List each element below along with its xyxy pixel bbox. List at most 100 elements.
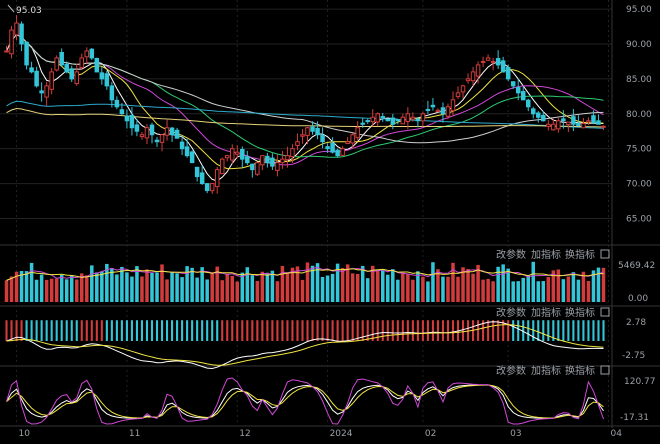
candle-body xyxy=(520,91,526,101)
volume-axis: 5469.42 0.00 xyxy=(618,261,655,304)
candle-body xyxy=(515,87,521,94)
volume-bar xyxy=(476,264,480,302)
osc-add-indicator-button[interactable]: 加指标 xyxy=(531,364,561,377)
volume-tick-zero: 0.00 xyxy=(628,294,648,304)
volume-bar xyxy=(421,276,425,302)
volume-moving-averages xyxy=(6,266,604,281)
price-tick-label: 95.00 xyxy=(626,5,652,15)
candle-body xyxy=(335,149,340,157)
volume-bar xyxy=(44,279,49,302)
macd-params-button[interactable]: 改参数 xyxy=(496,306,526,319)
volume-bar xyxy=(486,278,490,302)
candle-body xyxy=(556,120,561,130)
macd-panel-close-icon[interactable] xyxy=(600,307,610,317)
volume-bar xyxy=(340,267,345,302)
volume-bar xyxy=(215,266,219,302)
candle-body xyxy=(430,104,436,108)
candle-body xyxy=(485,57,491,61)
candle-body xyxy=(340,148,345,156)
candle-body xyxy=(99,72,105,80)
volume-params-button[interactable]: 改参数 xyxy=(496,248,526,261)
high-marker: 95.03 xyxy=(7,4,42,16)
candle-body xyxy=(531,108,536,115)
price-tick-label: 85.00 xyxy=(626,75,652,85)
volume-bar xyxy=(160,264,164,302)
volume-bar xyxy=(240,272,245,302)
volume-toolbar: 改参数 加指标 换指标 xyxy=(496,248,610,261)
volume-bar xyxy=(49,278,54,302)
volume-bar xyxy=(571,272,576,302)
candle-body xyxy=(29,67,34,73)
volume-tick-high: 5469.42 xyxy=(618,261,655,271)
candle-body xyxy=(199,172,205,185)
volume-bar xyxy=(526,275,530,302)
candle-body xyxy=(260,155,265,166)
macd-switch-indicator-button[interactable]: 换指标 xyxy=(565,306,595,319)
macd-add-indicator-button[interactable]: 加指标 xyxy=(531,306,561,319)
volume-bar xyxy=(431,262,435,302)
candle-body xyxy=(270,157,275,167)
volume-bar xyxy=(19,271,24,302)
candle-body xyxy=(561,118,566,122)
volume-bar xyxy=(120,266,124,302)
osc-panel-close-icon[interactable] xyxy=(600,365,610,375)
volume-bar xyxy=(195,277,199,302)
time-tick-label: 10 xyxy=(19,429,31,439)
volume-bar xyxy=(591,270,596,302)
candle-body xyxy=(129,115,135,129)
volume-bar xyxy=(345,264,350,302)
volume-bar xyxy=(230,275,235,302)
volume-bar xyxy=(145,269,149,302)
volume-bar xyxy=(175,273,179,302)
volume-bar xyxy=(270,270,275,302)
volume-bar xyxy=(310,265,315,302)
volume-bar xyxy=(205,279,209,302)
candle-body xyxy=(59,52,64,66)
osc-params-button[interactable]: 改参数 xyxy=(496,364,526,377)
volume-bar xyxy=(320,277,325,302)
volume-bar xyxy=(416,271,420,302)
candle-body xyxy=(79,57,85,69)
candle-body xyxy=(440,107,446,115)
volume-panel-close-icon[interactable] xyxy=(600,249,610,259)
candle-body xyxy=(525,99,531,108)
volume-bar xyxy=(185,266,189,302)
volume-bar xyxy=(406,274,410,302)
candle-body xyxy=(149,124,155,136)
candle-body xyxy=(214,169,220,188)
osc-axis: 120.77 -17.31 xyxy=(620,377,656,423)
volume-bar xyxy=(95,272,99,302)
time-tick-label: 02 xyxy=(425,429,436,439)
candle-body xyxy=(169,127,175,136)
candle-body xyxy=(566,121,571,125)
candle-body xyxy=(490,60,496,63)
candle-body xyxy=(480,60,486,63)
price-axis: 95.00 90.00 85.00 80.00 75.00 70.00 65.00 xyxy=(626,5,652,224)
volume-bar xyxy=(501,264,505,302)
volume-add-indicator-button[interactable]: 加指标 xyxy=(531,248,561,261)
volume-bar xyxy=(260,271,265,302)
time-tick-label: 11 xyxy=(129,429,140,439)
candle-body xyxy=(400,116,406,125)
volume-bar xyxy=(330,273,335,302)
volume-bar xyxy=(155,272,159,302)
candle-body xyxy=(235,151,240,155)
candle-body xyxy=(84,50,90,58)
ma250-line xyxy=(6,107,604,128)
macd-histogram xyxy=(5,320,605,341)
candle-body xyxy=(280,158,285,164)
volume-bar xyxy=(471,273,475,302)
candle-body xyxy=(144,127,150,139)
candle-body xyxy=(19,23,24,45)
volume-bar xyxy=(481,279,485,302)
candle-body xyxy=(475,64,481,77)
volume-switch-indicator-button[interactable]: 换指标 xyxy=(565,248,595,261)
osc-switch-indicator-button[interactable]: 换指标 xyxy=(565,364,595,377)
volume-bar xyxy=(300,279,305,302)
volume-bar xyxy=(190,267,194,302)
candle-body xyxy=(465,78,471,82)
ma20-line xyxy=(6,34,604,166)
candle-body xyxy=(174,129,180,139)
candle-body xyxy=(510,81,516,87)
candle-body xyxy=(435,109,441,112)
